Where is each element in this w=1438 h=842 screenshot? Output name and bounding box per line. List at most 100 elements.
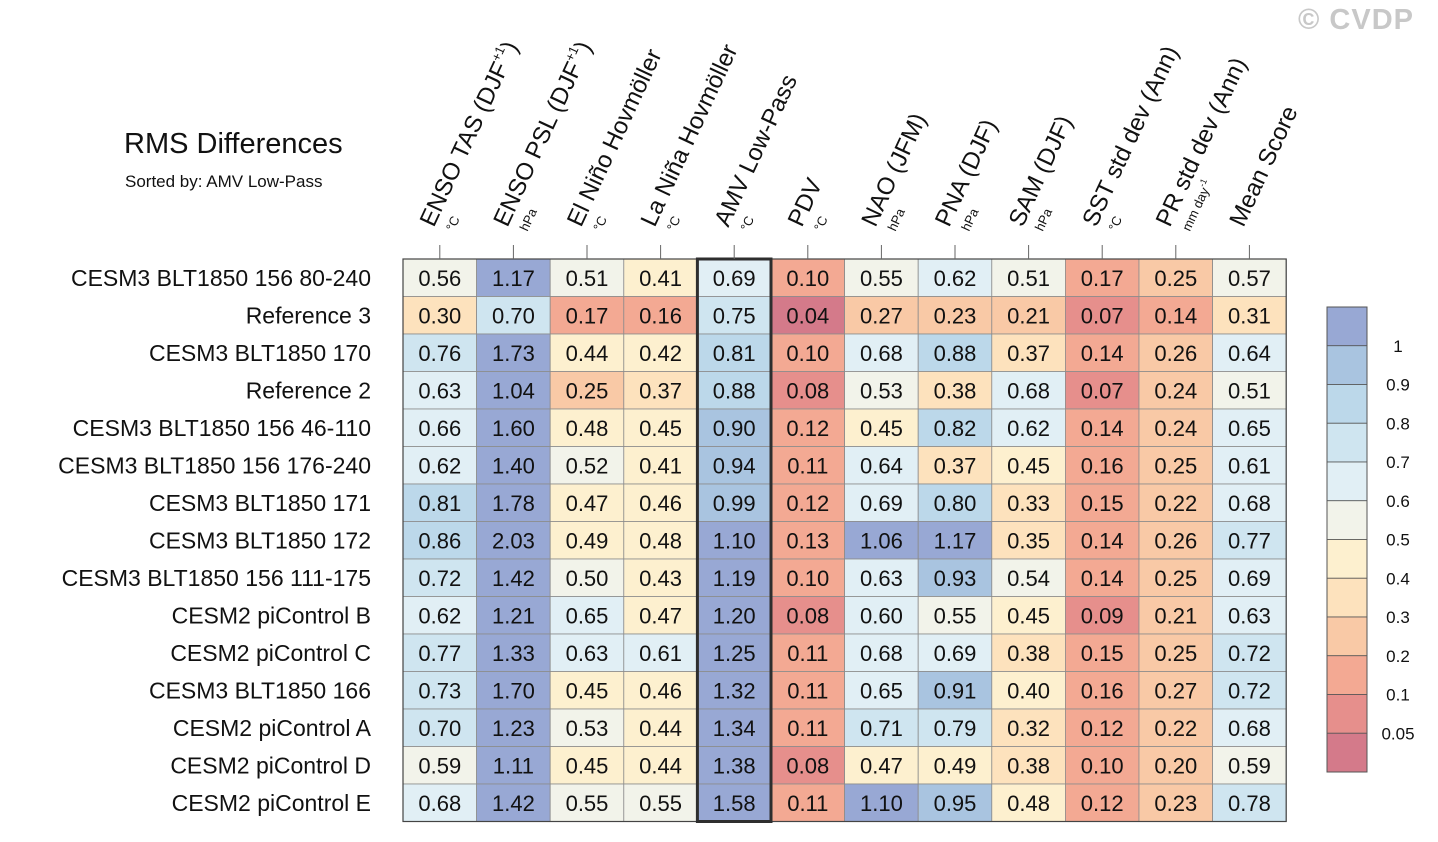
cell-value: 1.04	[492, 378, 535, 403]
heatmap-cell	[697, 483, 772, 522]
heatmap-cell	[402, 446, 477, 485]
cell-value: 0.45	[860, 416, 903, 441]
heatmap-cell	[1138, 596, 1213, 635]
cell-value: 0.08	[786, 378, 829, 403]
colorbar-border	[1326, 306, 1368, 773]
heatmap-cell	[549, 783, 625, 822]
heatmap-cell	[697, 296, 772, 335]
cell-value: 0.90	[713, 416, 756, 441]
heatmap-cell	[770, 633, 845, 672]
heatmap-cell	[476, 483, 551, 522]
cell-value: 0.44	[566, 341, 609, 366]
cell-value: 0.65	[860, 678, 903, 703]
cell-value: 1.17	[492, 266, 535, 291]
cell-value: 0.53	[566, 716, 609, 741]
heatmap-cell	[697, 708, 772, 747]
cell-value: 0.72	[1228, 678, 1271, 703]
heatmap-cell	[623, 558, 698, 597]
heatmap-cell	[402, 408, 477, 447]
cell-value: 0.88	[934, 341, 977, 366]
cell-value: 0.41	[639, 266, 682, 291]
row-label: CESM2 piControl D	[170, 752, 371, 778]
cell-value: 0.23	[1154, 791, 1197, 816]
heatmap-cell	[476, 671, 551, 710]
colorbar-label: 0.1	[1386, 686, 1410, 705]
cell-value: 0.30	[418, 303, 461, 328]
colorbar-label: 0.4	[1386, 569, 1410, 588]
heatmap-cell	[402, 746, 477, 785]
heatmap-cell	[549, 596, 625, 635]
colorbar-label: 0.3	[1386, 608, 1410, 627]
heatmap-cell	[917, 633, 993, 672]
cell-value: 0.48	[1007, 791, 1050, 816]
cell-value: 0.31	[1228, 303, 1271, 328]
cell-value: 0.12	[786, 416, 829, 441]
heatmap-cell	[1138, 746, 1213, 785]
cell-value: 0.07	[1081, 378, 1124, 403]
cell-value: 0.64	[1228, 341, 1271, 366]
cell-value: 1.20	[713, 603, 756, 628]
colorbar-label: 0.2	[1386, 647, 1410, 666]
cell-value: 1.60	[492, 416, 535, 441]
heatmap-cell	[697, 446, 772, 485]
column-unit: °C	[811, 214, 831, 234]
heatmap-cell	[770, 746, 845, 785]
heatmap-cell	[623, 483, 698, 522]
heatmap-cell	[476, 633, 551, 672]
cell-value: 0.69	[934, 641, 977, 666]
cell-value: 1.11	[493, 753, 534, 778]
cell-value: 0.08	[786, 753, 829, 778]
cell-value: 0.11	[787, 453, 828, 478]
cell-value: 0.16	[1081, 453, 1124, 478]
row-label: CESM3 BLT1850 156 46-110	[73, 415, 371, 441]
heatmap-cell	[623, 746, 698, 785]
heatmap-cell	[1212, 521, 1287, 560]
cell-value: 1.32	[713, 678, 756, 703]
colorbar-label: 0.8	[1386, 414, 1410, 433]
cvdp-watermark: © CVDP	[1298, 4, 1414, 36]
cell-value: 0.11	[787, 678, 828, 703]
heatmap-cell	[991, 671, 1066, 710]
colorbar-segment	[1326, 500, 1368, 540]
cell-value: 0.69	[860, 491, 903, 516]
column-label: Mean Score	[1224, 102, 1303, 231]
heatmap-cell	[1138, 783, 1213, 822]
row-label: CESM2 piControl A	[173, 715, 372, 741]
heatmap-cell	[1138, 521, 1213, 560]
heatmap-cell	[623, 333, 698, 372]
row-label: CESM3 BLT1850 156 80-240	[71, 265, 371, 291]
cell-value: 0.68	[1228, 491, 1271, 516]
cell-value: 0.38	[1007, 641, 1050, 666]
cell-value: 0.14	[1154, 303, 1197, 328]
cell-value: 1.06	[860, 528, 903, 553]
heatmap-cell	[917, 258, 993, 297]
heatmap-cell	[917, 558, 993, 597]
cell-value: 1.38	[713, 753, 756, 778]
heatmap-cell	[770, 371, 845, 410]
heatmap-cell	[1138, 296, 1213, 335]
heatmap-cell	[1212, 483, 1287, 522]
cell-value: 0.38	[934, 378, 977, 403]
heatmap-cell	[991, 708, 1066, 747]
colorbar-label: 0.9	[1386, 376, 1410, 395]
cell-value: 1.40	[492, 453, 535, 478]
cell-value: 0.10	[1081, 753, 1124, 778]
cell-value: 0.14	[1081, 528, 1124, 553]
cell-value: 0.26	[1154, 341, 1197, 366]
heatmap-cell	[476, 708, 551, 747]
cell-value: 0.94	[713, 453, 756, 478]
cell-value: 0.17	[1081, 266, 1124, 291]
cell-value: 0.25	[1154, 641, 1197, 666]
cell-value: 0.38	[1007, 753, 1050, 778]
cell-value: 0.91	[934, 678, 977, 703]
heatmap-cell	[770, 296, 845, 335]
colorbar-segment	[1326, 422, 1368, 463]
cell-value: 0.11	[787, 716, 828, 741]
heatmap-cell	[917, 746, 993, 785]
cell-value: 0.60	[860, 603, 903, 628]
cell-value: 0.08	[786, 603, 829, 628]
cell-value: 0.56	[418, 266, 461, 291]
cell-value: 1.42	[492, 791, 535, 816]
cell-value: 1.33	[492, 641, 535, 666]
heatmap-cell	[991, 783, 1066, 822]
